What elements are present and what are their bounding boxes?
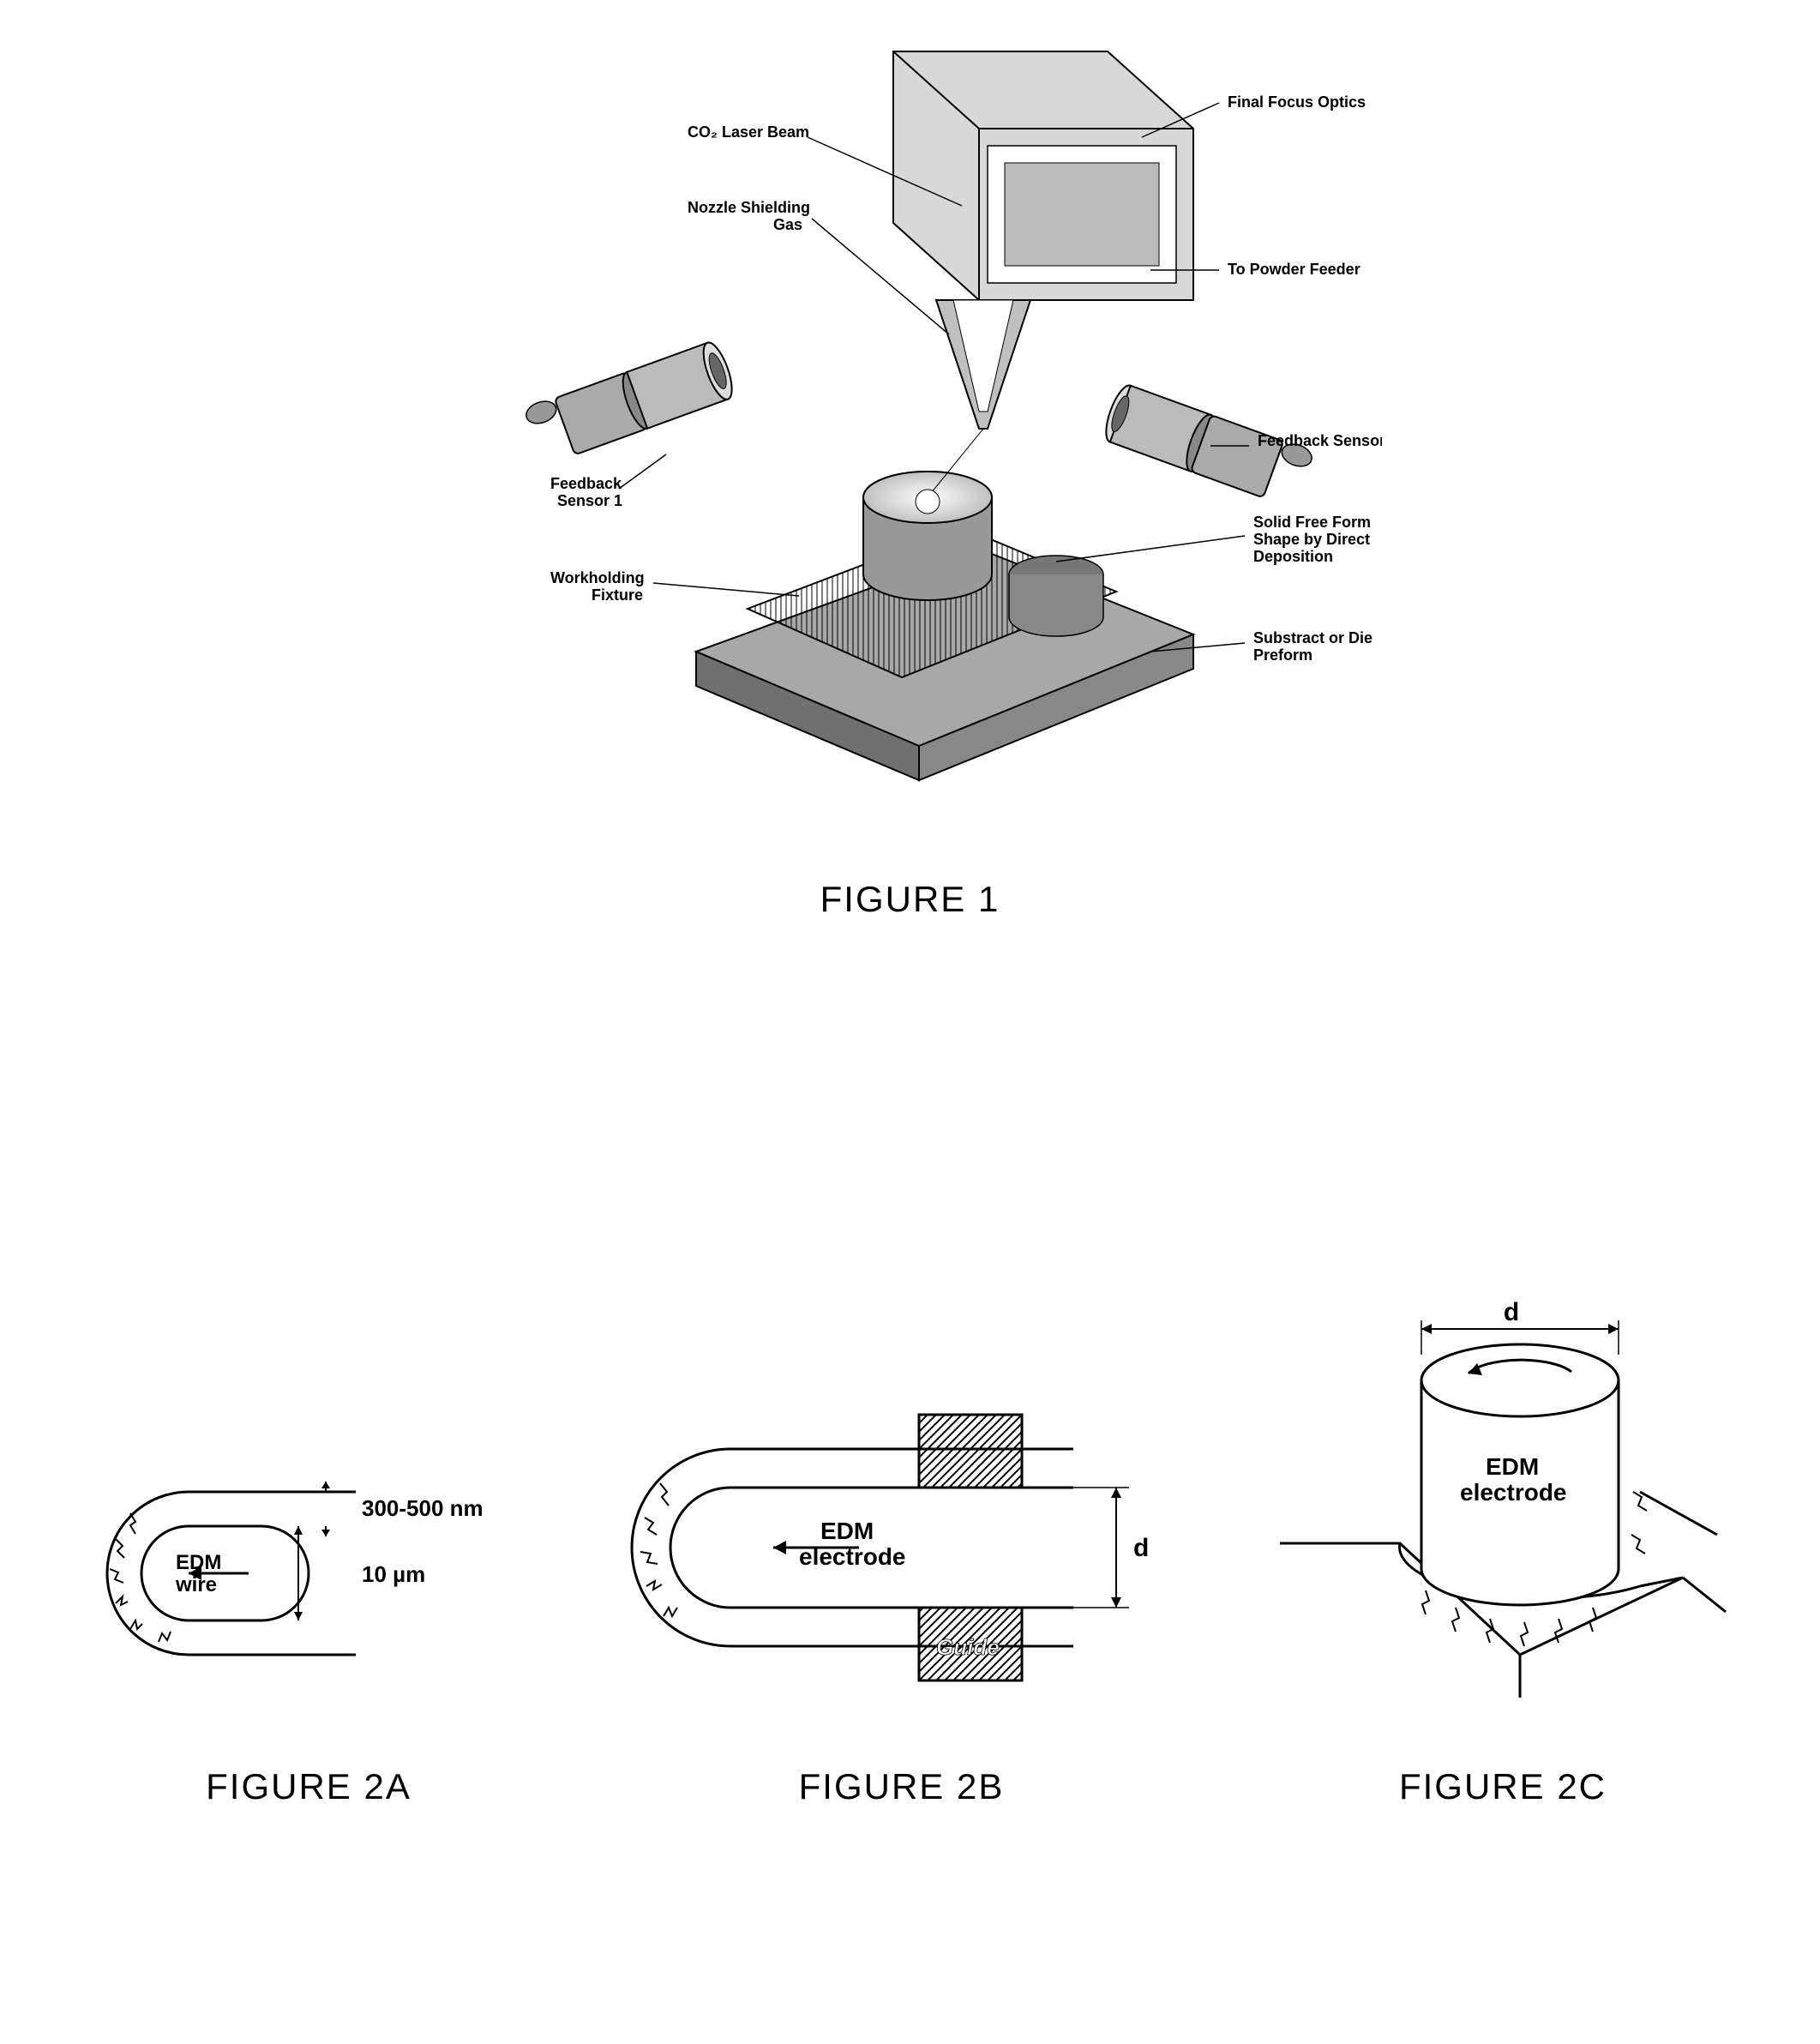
label-final-focus: Final Focus Optics — [1228, 93, 1366, 111]
figure-2a-diagram: EDM wire 300-500 nm 10 µm — [77, 1423, 540, 1706]
label-substrate: Substract or Die Preform — [1253, 629, 1377, 664]
label-diameter: 10 µm — [362, 1561, 425, 1587]
label-d-b: d — [1133, 1534, 1149, 1562]
feedback-sensor-1-shape — [523, 338, 737, 466]
figure-2c: d EDM electrode — [1263, 1295, 1743, 1807]
figure-2c-caption: FIGURE 2C — [1263, 1766, 1743, 1807]
figure-2b-caption: FIGURE 2B — [619, 1766, 1185, 1807]
label-edm-electrode-b: EDM electrode — [799, 1518, 906, 1570]
label-workholding-fixture: Workholding Fixture — [550, 569, 649, 604]
label-feedback-sensor2: Feedback Sensor 2 — [1258, 432, 1382, 449]
figures-2-row: EDM wire 300-500 nm 10 µm FIGURE 2A — [77, 1295, 1743, 1807]
label-nozzle-shielding: Nozzle Shielding Gas — [688, 199, 814, 233]
figure-1-caption: FIGURE 1 — [439, 879, 1382, 920]
figure-2a-caption: FIGURE 2A — [77, 1766, 540, 1807]
label-guide: Guide — [936, 1634, 1000, 1660]
guide-top — [919, 1415, 1022, 1488]
figure-2b-diagram: EDM electrode Guide d — [619, 1398, 1185, 1706]
figure-1: CO₂ Laser Beam Nozzle Shielding Gas Feed… — [439, 34, 1382, 920]
label-d-c: d — [1504, 1298, 1519, 1326]
label-to-powder: To Powder Feeder — [1228, 261, 1360, 278]
label-gap: 300-500 nm — [362, 1495, 484, 1521]
figure-2a: EDM wire 300-500 nm 10 µm FIGURE 2A — [77, 1423, 540, 1807]
label-solid-free-form: Solid Free Form Shape by Direct Depositi… — [1253, 514, 1375, 565]
label-feedback-sensor1: Feedback Sensor 1 — [550, 475, 626, 509]
figure-2b: EDM electrode Guide d FIGURE 2B — [619, 1398, 1185, 1807]
label-co2-laser: CO₂ Laser Beam — [688, 123, 809, 141]
figure-2c-diagram: d EDM electrode — [1263, 1295, 1743, 1706]
extra-cylinder — [1009, 556, 1103, 636]
figure-1-diagram: CO₂ Laser Beam Nozzle Shielding Gas Feed… — [439, 34, 1382, 806]
focus-optics-shape — [893, 51, 1193, 300]
nozzle-shape — [936, 300, 1030, 429]
label-edm-wire: EDM wire — [175, 1551, 227, 1596]
